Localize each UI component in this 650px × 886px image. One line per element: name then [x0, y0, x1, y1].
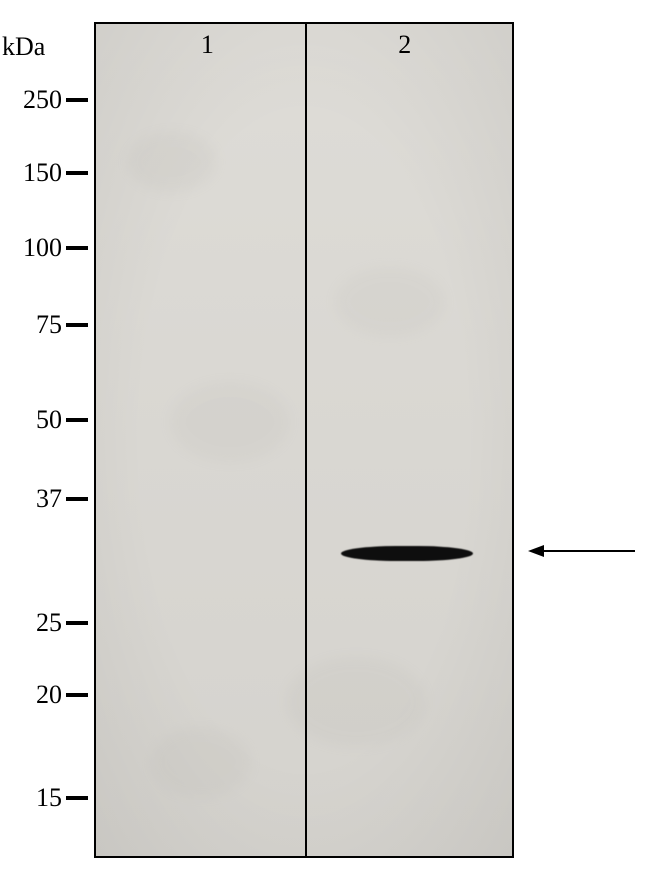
ladder-tick-50	[66, 418, 88, 422]
ladder-tick-100	[66, 246, 88, 250]
band-arrow-line	[544, 550, 635, 552]
ladder-label-37: 37	[0, 484, 62, 514]
ladder-label-50: 50	[0, 405, 62, 435]
ladder-label-75: 75	[0, 310, 62, 340]
film-smudge	[286, 657, 426, 747]
band-lane2-31kda	[341, 546, 473, 561]
ladder-label-150: 150	[0, 158, 62, 188]
film-smudge	[335, 267, 445, 337]
ladder-label-250: 250	[0, 85, 62, 115]
ladder-tick-250	[66, 98, 88, 102]
ladder-tick-150	[66, 171, 88, 175]
film-smudge	[170, 382, 290, 462]
band-arrow-head-icon	[528, 545, 544, 557]
lane-label-1: 1	[187, 30, 227, 60]
film-smudge	[127, 132, 217, 192]
ladder-label-20: 20	[0, 680, 62, 710]
ladder-tick-15	[66, 796, 88, 800]
ladder-label-25: 25	[0, 608, 62, 638]
blot-panel	[94, 22, 514, 858]
lane-separator	[305, 24, 307, 856]
blot-background	[96, 24, 512, 856]
ladder-label-100: 100	[0, 233, 62, 263]
ladder-tick-25	[66, 621, 88, 625]
ladder-tick-75	[66, 323, 88, 327]
film-smudge	[151, 727, 251, 797]
axis-unit-label: kDa	[2, 32, 45, 62]
lane-label-2: 2	[385, 30, 425, 60]
ladder-label-15: 15	[0, 783, 62, 813]
ladder-tick-37	[66, 497, 88, 501]
ladder-tick-20	[66, 693, 88, 697]
